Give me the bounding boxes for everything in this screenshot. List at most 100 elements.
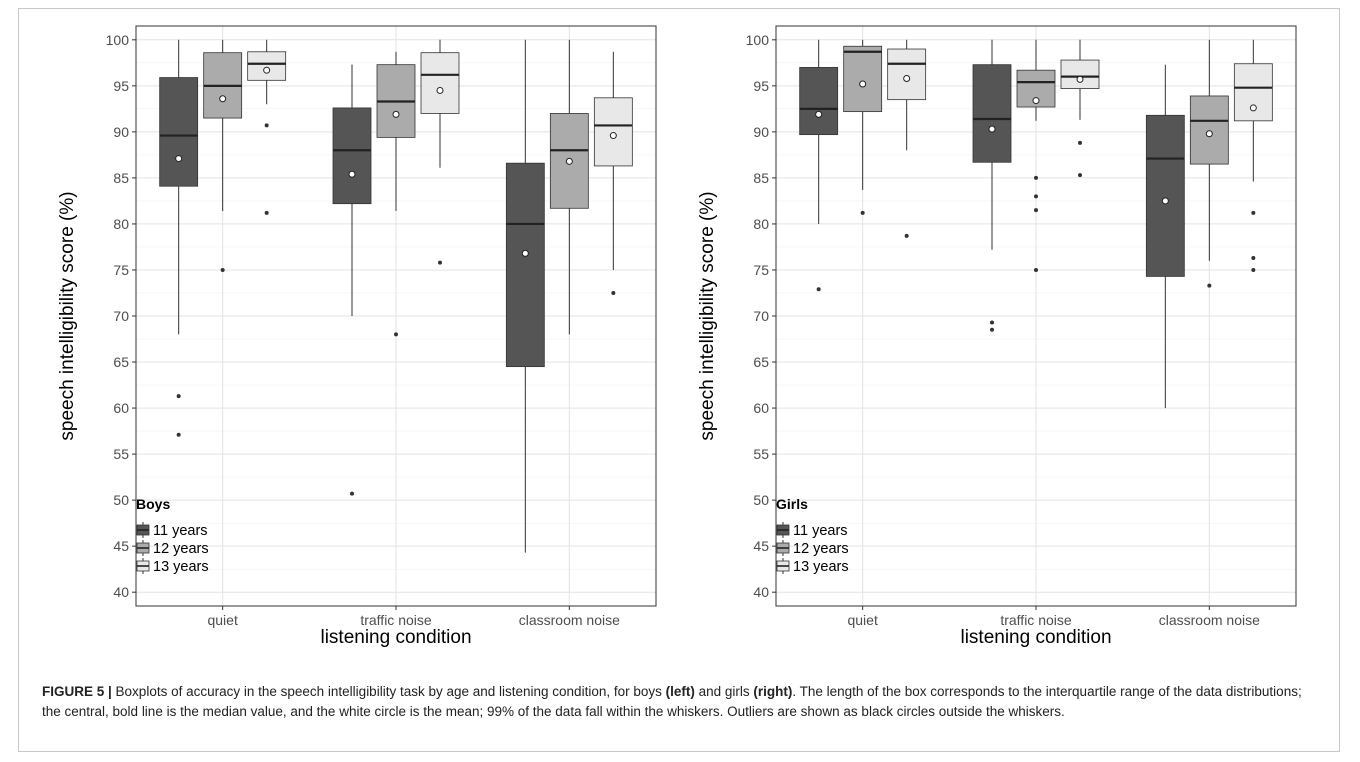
- mean-point: [436, 86, 444, 94]
- outlier-point: [1251, 267, 1256, 272]
- outlier-point: [1251, 256, 1256, 260]
- y-tick-label: 45: [113, 538, 129, 554]
- box: [420, 52, 460, 114]
- y-tick-label: 65: [753, 354, 769, 370]
- y-tick-label: 65: [113, 354, 129, 370]
- legend-label: 11 years: [793, 523, 848, 539]
- outlier-point: [816, 287, 821, 292]
- legend-label: 11 years: [153, 523, 208, 539]
- outlier-point: [990, 327, 994, 332]
- boxplot-boys: 40 45 50 55 60 65 70 75 80 85 90 95 100 quiet traffic …: [57, 25, 657, 648]
- outlier-point: [1034, 194, 1038, 199]
- outlier-point: [1078, 140, 1082, 145]
- x-tick-label: quiet: [207, 612, 237, 628]
- mean-point: [348, 170, 356, 178]
- mean-point: [609, 132, 617, 140]
- outlier-point: [1034, 208, 1038, 213]
- box: [505, 162, 545, 368]
- y-tick-label: 45: [753, 538, 769, 554]
- y-tick-label: 75: [113, 262, 129, 278]
- legend: Boys 11 years 12 years 13 years: [136, 496, 209, 575]
- mean-point: [1249, 104, 1257, 112]
- y-tick-label: 90: [113, 124, 129, 140]
- box: [332, 107, 372, 205]
- y-tick-label: 95: [113, 78, 129, 94]
- caption-text-3: . The length of the box corresponds to t…: [42, 684, 1302, 719]
- outlier-point: [990, 320, 994, 325]
- box: [159, 77, 199, 187]
- y-tick-label: 90: [753, 124, 769, 140]
- x-tick-label: classroom noise: [519, 612, 620, 628]
- outlier-point: [264, 210, 269, 215]
- caption-text-1: Boxplots of accuracy in the speech intel…: [111, 684, 666, 699]
- mean-point: [1032, 97, 1040, 105]
- series-11-years: [159, 39, 545, 553]
- y-tick-label: 50: [753, 492, 769, 508]
- y-tick-label: 100: [746, 32, 770, 48]
- legend-label: 12 years: [153, 541, 209, 557]
- legend: Girls 11 years 12 years 13 years: [776, 496, 849, 575]
- outlier-point: [1034, 175, 1038, 180]
- y-tick-label: 80: [753, 216, 769, 232]
- series-12-years: [203, 39, 589, 337]
- boxplot-girls: 40 45 50 55 60 65 70 75 80 85 90 95 100 quiet traffic …: [697, 25, 1297, 648]
- mean-point: [903, 74, 911, 82]
- caption-bold-right: (right): [753, 684, 793, 699]
- outlier-point: [1207, 283, 1212, 288]
- series-12-years: [843, 39, 1229, 288]
- outlier-point: [611, 290, 616, 295]
- y-tick-label: 60: [113, 400, 129, 416]
- outlier-point: [438, 260, 442, 265]
- box: [1145, 114, 1185, 277]
- box: [247, 51, 287, 81]
- figure-frame: 40 45 50 55 60 65 70 75 80 85 90 95 100 quiet traffic …: [18, 8, 1340, 752]
- box: [799, 67, 839, 136]
- mean-point: [815, 110, 823, 118]
- outlier-point: [1251, 210, 1256, 215]
- y-tick-label: 40: [753, 584, 769, 600]
- y-tick-label: 95: [753, 78, 769, 94]
- box: [843, 45, 883, 113]
- outlier-point: [904, 233, 909, 238]
- y-tick-label: 55: [753, 446, 769, 462]
- outlier-point: [220, 267, 225, 272]
- x-axis-title: listening condition: [960, 627, 1111, 648]
- x-tick-label: quiet: [847, 612, 877, 628]
- mean-point: [859, 80, 867, 88]
- outlier-point: [176, 394, 181, 399]
- x-tick-label: traffic noise: [1000, 612, 1072, 628]
- mean-point: [521, 249, 529, 257]
- y-tick-label: 85: [753, 170, 769, 186]
- outlier-point: [176, 432, 181, 437]
- mean-point: [1161, 197, 1169, 205]
- mean-point: [175, 155, 183, 163]
- y-tick-label: 55: [113, 446, 129, 462]
- mean-point: [1076, 75, 1084, 83]
- y-tick-label: 75: [753, 262, 769, 278]
- box: [1060, 59, 1100, 90]
- y-tick-label: 70: [753, 308, 769, 324]
- box: [972, 64, 1012, 163]
- y-tick-label: 70: [113, 308, 129, 324]
- series-13-years: [247, 39, 633, 295]
- outlier-point: [264, 123, 269, 128]
- outlier-point: [394, 332, 398, 337]
- box: [1233, 63, 1273, 122]
- mean-point: [1205, 130, 1213, 138]
- box: [593, 97, 633, 167]
- series-11-years: [799, 39, 1185, 409]
- box: [887, 48, 927, 101]
- x-axis-title: listening condition: [320, 627, 471, 648]
- y-tick-label: 100: [106, 32, 130, 48]
- figure-caption: FIGURE 5 | Boxplots of accuracy in the s…: [42, 682, 1322, 722]
- outlier-point: [1034, 267, 1038, 272]
- y-axis-title: speech intelligibility score (%): [697, 191, 718, 440]
- outlier-point: [860, 210, 865, 215]
- y-tick-label: 85: [113, 170, 129, 186]
- mean-point: [219, 95, 227, 103]
- x-tick-label: traffic noise: [360, 612, 432, 628]
- box: [1189, 95, 1229, 165]
- plot-panel-border: [135, 25, 657, 607]
- outlier-point: [1078, 173, 1082, 178]
- caption-bold-left: (left): [665, 684, 695, 699]
